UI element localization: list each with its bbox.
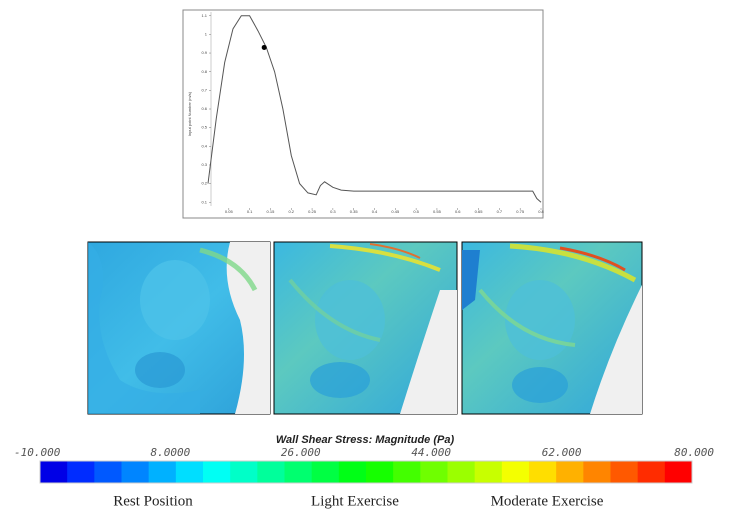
y-tick-label: 0.1 [201, 199, 207, 204]
y-tick-label: 1 [205, 31, 208, 36]
panel-light [273, 241, 458, 415]
y-tick-label: 0.8 [201, 69, 207, 74]
x-tick-label: 0.45 [391, 209, 400, 214]
x-tick-label: 0.7 [497, 209, 503, 214]
colorbar: -10.000 8.0000 26.000 44.000 62.000 80.000 [14, 446, 714, 483]
colorbar-segment [203, 461, 231, 483]
colorbar-segment [311, 461, 340, 483]
line [207, 15, 542, 203]
colorbar-tick-label: 44.000 [411, 446, 451, 459]
x-tick-label: 0.35 [350, 209, 359, 214]
colorbar-segment [338, 461, 367, 483]
y-tick-label: 0.3 [201, 162, 207, 167]
y-tick-label: 1.1 [201, 13, 207, 18]
colorbar-segment [121, 461, 150, 483]
colorbar-title: Wall Shear Stress: Magnitude (Pa) [276, 434, 455, 446]
x-tick-label: 0.1 [247, 209, 253, 214]
plot: 0.1 0.2 0.3 0.4 0.5 0.6 0.7 0.8 0.9 1 1.1 0.05 0.1 0.… [201, 12, 545, 214]
y-axis-label: Input point Number (m/s) [187, 91, 192, 136]
time-marker [261, 44, 267, 50]
x-tick-label: 0.2 [288, 209, 294, 214]
x-tick-label: 0.4 [372, 209, 378, 214]
x-tick-label: 0.55 [433, 209, 442, 214]
caption: Rest Position [113, 493, 193, 509]
colorbar-segment [556, 461, 584, 483]
colorbar-segment [420, 461, 448, 483]
panel-moderate [461, 241, 643, 415]
colorbar-segment [583, 461, 611, 483]
x-tick-label: 0.65 [475, 209, 484, 214]
colorbar-segment [393, 461, 421, 483]
colorbar-tick-label: 8.0000 [151, 446, 191, 459]
colorbar-tick-label: -10.000 [14, 446, 61, 459]
x-tick-label: 0.3 [330, 209, 336, 214]
colorbar-segment [447, 461, 476, 483]
colorbar-segment [501, 461, 530, 483]
colorbar-segment [284, 461, 313, 483]
colorbar-segment [366, 461, 394, 483]
x-tick-label: 0.75 [516, 209, 525, 214]
colorbar-segment [664, 461, 693, 483]
colorbar-segment [529, 461, 557, 483]
colorbar-segment [474, 461, 503, 483]
colorbar-segment [257, 461, 285, 483]
colorbar-segment [175, 461, 204, 483]
colorbar-segment [94, 461, 122, 483]
x-tick-label: 0.8 [538, 209, 544, 214]
x-tick-label: 0.15 [267, 209, 276, 214]
x-tick-label: 0.6 [455, 209, 461, 214]
colorbar-frame [39, 460, 693, 484]
y-tick-label: 0.2 [201, 181, 207, 186]
caption: Light Exercise [311, 493, 399, 509]
colorbar-segment [637, 461, 666, 483]
x-tick-label: 0.25 [308, 209, 317, 214]
chart-frame [182, 9, 544, 219]
x-tick-label: 0.05 [225, 209, 234, 214]
colorbar-segment [148, 461, 177, 483]
y-tick-label: 0.4 [201, 143, 207, 148]
colorbar-segment [40, 461, 68, 483]
x-tick-label: 0.5 [413, 209, 419, 214]
y-tick-label: 0.9 [201, 50, 207, 55]
colorbar-segment [230, 461, 258, 483]
colorbar-segment [610, 461, 639, 483]
colorbar-tick-label: 80.000 [674, 446, 714, 459]
colorbar-segment [67, 461, 95, 483]
y-tick-label: 0.6 [201, 106, 207, 111]
y-tick-label: 0.7 [201, 87, 207, 92]
panel-rest [87, 241, 271, 415]
colorbar-tick-label: 26.000 [281, 446, 321, 459]
colorbar-tick-label: 62.000 [542, 446, 582, 459]
y-tick-label: 0.5 [201, 125, 207, 130]
caption: Moderate Exercise [491, 493, 604, 509]
